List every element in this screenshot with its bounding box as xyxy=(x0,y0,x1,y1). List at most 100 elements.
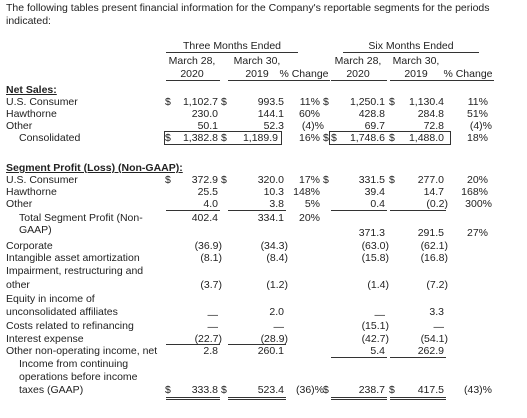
s2019-value: (54.1) xyxy=(420,333,448,345)
dollar-sign: $ xyxy=(323,384,329,396)
q2019-value: 320.0 xyxy=(257,174,284,186)
row-label: Equity in income of xyxy=(6,293,95,305)
s2020-value: 1,250.1 xyxy=(349,96,385,108)
row-label: Consolidated xyxy=(19,132,81,144)
q2020-value: — xyxy=(207,321,219,333)
header-q-2020: 2020 xyxy=(180,68,204,80)
q2020-value: 372.9 xyxy=(191,174,218,186)
q2019-value: (28.9) xyxy=(260,333,288,345)
dollar-sign: $ xyxy=(165,96,171,108)
subtotal-rule xyxy=(228,210,286,211)
s2020-value: 371.3 xyxy=(358,227,385,239)
row-label: Costs related to refinancing xyxy=(6,320,134,332)
q2020-value: 1,102.7 xyxy=(182,96,218,108)
s2019-value: 3.3 xyxy=(429,306,444,318)
segment-profit-title: Segment Profit (Loss) (Non-GAAP): xyxy=(6,162,183,174)
s2019-value: 72.8 xyxy=(423,120,444,132)
s2020-value: 39.4 xyxy=(364,186,385,198)
s-change-value: 20% xyxy=(466,174,488,186)
subtotal-rule xyxy=(390,357,446,358)
subtotal-rule xyxy=(228,344,286,345)
row-label: Impairment, restructuring and xyxy=(6,265,144,277)
q2020-value: 333.8 xyxy=(191,384,218,396)
dollar-sign: $ xyxy=(389,174,395,186)
s2020-value: (63.0) xyxy=(361,240,389,252)
dollar-sign: $ xyxy=(331,132,337,144)
total-double-rule xyxy=(390,397,446,400)
s2020-value: — xyxy=(374,309,386,321)
row-label: taxes (GAAP) xyxy=(19,384,84,396)
s2020-value: 69.7 xyxy=(364,120,385,132)
q2019-value: 2.0 xyxy=(269,306,284,318)
row-label: unconsolidated affiliates xyxy=(6,306,118,318)
row-label: Hawthorne xyxy=(6,108,57,120)
q-change-value: 16% xyxy=(298,132,320,144)
q2020-value: (8.1) xyxy=(200,252,222,264)
header-s-march30: March 30, xyxy=(392,55,440,67)
q-change-value: 60% xyxy=(298,108,320,120)
dollar-sign: $ xyxy=(323,96,329,108)
header-s-change: % Change xyxy=(443,68,493,80)
dollar-sign: $ xyxy=(389,132,395,144)
s-change-value: 300% xyxy=(465,198,492,210)
s2020-value: 1,748.6 xyxy=(349,132,385,144)
row-label: Other xyxy=(6,120,33,132)
q2019-value: 334.1 xyxy=(257,212,284,224)
s-change-value: (4)% xyxy=(469,120,492,132)
dollar-sign: $ xyxy=(221,96,227,108)
dollar-sign: $ xyxy=(323,132,329,144)
q2019-value: 144.1 xyxy=(257,108,284,120)
row-label: Intangible asset amortization xyxy=(6,252,140,264)
q-change-value: 20% xyxy=(298,212,320,224)
header-six-months: Six Months Ended xyxy=(368,40,454,52)
header-q-march30: March 30, xyxy=(233,55,281,67)
s2019-value: 291.5 xyxy=(417,227,444,239)
q-change-value: 17% xyxy=(298,174,320,186)
s2020-value: 331.5 xyxy=(358,174,385,186)
subtotal-rule xyxy=(331,210,387,211)
header-rule xyxy=(278,80,330,81)
q2020-value: 1,382.8 xyxy=(182,132,218,144)
header-q-change: % Change xyxy=(279,68,329,80)
q2019-value: (8.4) xyxy=(266,252,288,264)
q2020-value: 25.5 xyxy=(197,186,218,198)
header-q-march28: March 28, xyxy=(168,55,216,67)
header-s-march28: March 28, xyxy=(334,55,382,67)
q-change-value: 148% xyxy=(293,186,320,198)
q2019-value: 260.1 xyxy=(257,345,284,357)
s2019-value: 1,130.4 xyxy=(408,96,444,108)
q2019-value: 993.5 xyxy=(257,96,284,108)
s2019-value: — xyxy=(433,321,445,333)
s-change-value: 27% xyxy=(466,227,488,239)
row-label: Other non-operating income, net xyxy=(6,345,158,357)
q-change-value: 5% xyxy=(304,198,320,210)
row-label: Interest expense xyxy=(6,333,84,345)
header-s-2020: 2020 xyxy=(346,68,370,80)
q2020-value: 50.1 xyxy=(197,120,218,132)
subtotal-rule xyxy=(166,210,220,211)
dollar-sign: $ xyxy=(221,132,227,144)
s2020-value: 428.8 xyxy=(358,108,385,120)
q2020-value: 230.0 xyxy=(191,108,218,120)
dollar-sign: $ xyxy=(323,174,329,186)
q2019-value: (34.3) xyxy=(260,240,288,252)
header-rule xyxy=(166,80,220,81)
s2020-value: (15.8) xyxy=(361,252,389,264)
s2019-value: (62.1) xyxy=(420,240,448,252)
s2019-value: 14.7 xyxy=(423,186,444,198)
header-rule xyxy=(166,52,298,53)
q2019-value: — xyxy=(273,321,285,333)
s2019-value: 1,488.0 xyxy=(408,132,444,144)
s2019-value: 417.5 xyxy=(417,384,444,396)
s2019-value: 277.0 xyxy=(417,174,444,186)
q2019-value: 1,189.9 xyxy=(242,132,278,144)
q-change-value: (4)% xyxy=(301,120,324,132)
s2020-value: (1.4) xyxy=(367,279,389,291)
header-rule xyxy=(228,80,286,81)
row-label: Hawthorne xyxy=(6,186,57,198)
header-rule xyxy=(343,52,479,53)
header-q-2019: 2019 xyxy=(245,68,269,80)
row-label: U.S. Consumer xyxy=(6,174,78,186)
s2020-value: 5.4 xyxy=(370,345,385,357)
q2020-value: 2.8 xyxy=(203,345,218,357)
